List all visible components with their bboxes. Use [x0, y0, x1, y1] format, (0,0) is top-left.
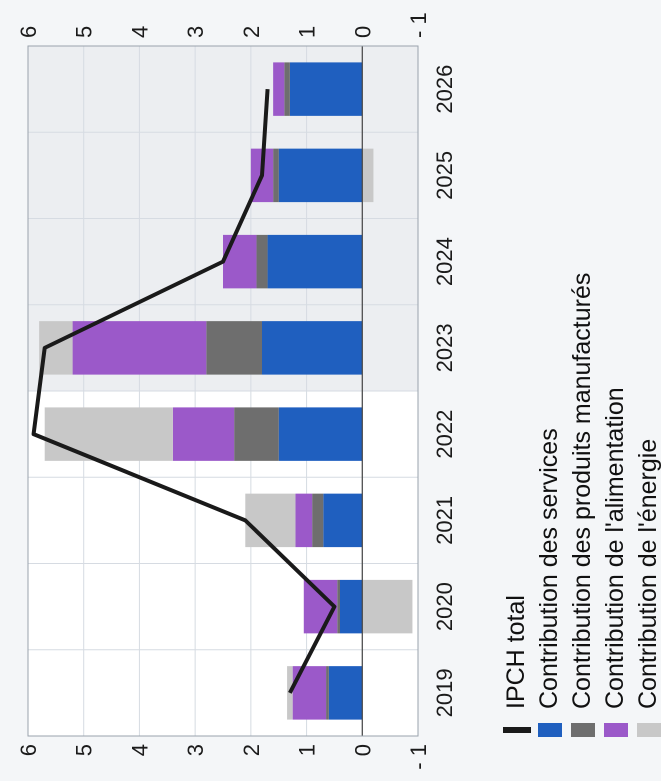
- legend-item-manufactured: Contribution des produits manufacturés: [566, 273, 599, 737]
- legend-swatch: [570, 723, 595, 737]
- chart-legend: IPCH total Contribution des services Con…: [500, 273, 661, 737]
- bar-segment: [223, 234, 257, 289]
- bar-segment: [72, 321, 207, 375]
- x-tick-label: 2021: [432, 496, 457, 545]
- legend-swatch: [603, 723, 628, 737]
- bar-segment: [326, 666, 329, 720]
- bar-segment: [234, 407, 279, 461]
- bar-segment: [44, 407, 173, 461]
- bar-segment: [340, 579, 363, 634]
- y-tick-label-left: 6: [16, 744, 41, 756]
- bar-segment: [256, 234, 268, 289]
- bar-segment: [292, 666, 327, 720]
- legend-item-food: Contribution de l'alimentation: [599, 273, 632, 737]
- bar-segment: [284, 62, 290, 116]
- legend-swatch: [537, 723, 562, 737]
- legend-item-services: Contribution des services: [533, 273, 566, 737]
- y-tick-label-right: 5: [72, 26, 97, 38]
- y-tick-label-left: 5: [72, 744, 97, 756]
- y-tick-label-right: 0: [350, 26, 375, 38]
- y-tick-label-left: 0: [350, 744, 375, 756]
- bar-segment: [295, 493, 313, 548]
- y-tick-label-right: 3: [183, 26, 208, 38]
- x-tick-label: 2026: [432, 65, 457, 114]
- bar-segment: [39, 321, 73, 375]
- y-tick-label-right: 1: [295, 26, 320, 38]
- bar-segment: [245, 493, 296, 548]
- bar-segment: [337, 579, 341, 634]
- y-tick-label-left: - 1: [406, 744, 431, 770]
- ipch-total-line: [31, 88, 337, 694]
- bar-segment: [312, 493, 324, 548]
- x-tick-label: 2024: [432, 237, 457, 286]
- legend-label: Contribution des services: [535, 428, 563, 709]
- bar-segment: [362, 148, 374, 203]
- y-tick-label-right: 4: [127, 26, 152, 38]
- y-tick-label-left: 2: [239, 744, 264, 756]
- y-tick-label-right: 2: [239, 26, 264, 38]
- legend-item-ipch-total: IPCH total: [500, 273, 533, 737]
- y-tick-label-left: 1: [295, 744, 320, 756]
- bar-segment: [262, 321, 363, 375]
- legend-label: Contribution de l'alimentation: [601, 387, 629, 709]
- bar-segment: [206, 321, 263, 375]
- bar-segment: [267, 234, 363, 289]
- x-tick-label: 2022: [432, 410, 457, 459]
- x-tick-label: 2019: [432, 668, 457, 717]
- y-tick-label-left: 4: [127, 744, 152, 756]
- bar-segment: [323, 493, 363, 548]
- legend-line-swatch: [502, 727, 531, 733]
- bar-segment: [172, 407, 235, 461]
- legend-item-energy: Contribution de l'énergie: [632, 273, 661, 737]
- bar-segment: [273, 62, 285, 116]
- bar-segment: [278, 407, 363, 461]
- x-tick-label: 2023: [432, 323, 457, 372]
- legend-label: IPCH total: [502, 595, 530, 709]
- bar-segment: [273, 148, 279, 203]
- plot-border: [27, 45, 419, 737]
- bar-segment: [362, 579, 413, 634]
- bar-segment: [328, 666, 363, 720]
- y-tick-label-right: 6: [16, 26, 41, 38]
- bar-segment: [278, 148, 363, 203]
- legend-swatch: [636, 723, 661, 737]
- y-tick-label-right: - 1: [406, 12, 431, 38]
- legend-label: Contribution des produits manufacturés: [568, 272, 596, 709]
- x-tick-label: 2025: [432, 151, 457, 200]
- y-tick-label-left: 3: [183, 744, 208, 756]
- bar-segment: [289, 62, 363, 116]
- x-tick-label: 2020: [432, 582, 457, 631]
- legend-label: Contribution de l'énergie: [634, 438, 661, 709]
